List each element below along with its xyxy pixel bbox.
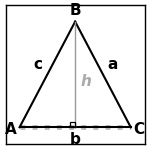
Text: h: h [81, 74, 92, 89]
Text: b: b [70, 132, 81, 147]
Text: C: C [134, 123, 145, 138]
Text: a: a [108, 57, 118, 72]
Text: A: A [5, 123, 17, 138]
Text: c: c [33, 57, 42, 72]
Text: B: B [69, 3, 81, 18]
